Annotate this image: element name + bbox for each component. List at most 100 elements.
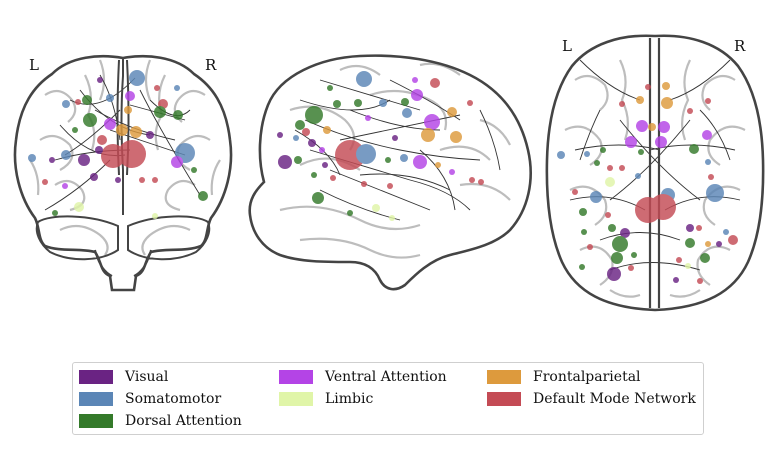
node xyxy=(277,132,283,138)
node xyxy=(687,108,693,114)
node xyxy=(625,136,637,148)
node xyxy=(600,147,606,153)
node xyxy=(401,98,409,106)
node xyxy=(356,71,372,87)
legend-item-frontalparietal: Frontalparietal xyxy=(487,367,641,387)
coronal-view: L R xyxy=(13,55,233,292)
node xyxy=(173,110,183,120)
node xyxy=(356,144,376,164)
node xyxy=(130,126,142,138)
node xyxy=(658,121,670,133)
node xyxy=(696,225,702,231)
node xyxy=(590,191,602,203)
legend-label: Default Mode Network xyxy=(533,391,696,407)
node xyxy=(372,204,380,212)
node xyxy=(608,224,616,232)
node xyxy=(90,173,98,181)
node xyxy=(636,96,644,104)
node xyxy=(478,179,484,185)
node xyxy=(636,120,648,132)
node xyxy=(705,98,711,104)
legend-label: Visual xyxy=(125,369,169,385)
node xyxy=(171,156,183,168)
node xyxy=(323,126,331,134)
node xyxy=(174,85,180,91)
node xyxy=(72,127,78,133)
axial-view: L R xyxy=(545,34,765,312)
node xyxy=(97,135,107,145)
node xyxy=(612,236,628,252)
node xyxy=(333,100,341,108)
node xyxy=(469,177,475,183)
sagittal-view xyxy=(248,54,532,291)
node xyxy=(689,144,699,154)
node xyxy=(295,120,305,130)
node xyxy=(312,192,324,204)
node xyxy=(685,238,695,248)
coronal-nodes xyxy=(28,70,208,219)
node xyxy=(661,97,673,109)
node xyxy=(42,179,48,185)
legend-swatch xyxy=(79,370,113,384)
node xyxy=(387,183,393,189)
node xyxy=(581,229,587,235)
coronal-cerebellum-outline xyxy=(35,215,211,277)
node xyxy=(75,99,81,105)
node xyxy=(330,175,336,181)
node xyxy=(411,89,423,101)
legend-label: Frontalparietal xyxy=(533,369,641,385)
node xyxy=(607,165,613,171)
node xyxy=(82,95,92,105)
node xyxy=(385,157,391,163)
sagittal-brain-outline xyxy=(248,54,532,291)
node xyxy=(413,155,427,169)
node xyxy=(327,85,333,91)
node xyxy=(628,265,634,271)
legend-item-limbic: Limbic xyxy=(279,389,373,409)
node xyxy=(450,131,462,143)
node xyxy=(673,277,679,283)
axial-brain-outline xyxy=(545,34,765,312)
node xyxy=(697,278,703,284)
node xyxy=(620,228,630,238)
node xyxy=(62,100,70,108)
node xyxy=(361,181,367,187)
legend-item-default-mode-network: Default Mode Network xyxy=(487,389,696,409)
node xyxy=(557,151,565,159)
legend-swatch xyxy=(79,414,113,428)
node xyxy=(435,162,441,168)
node xyxy=(708,174,714,180)
node xyxy=(198,191,208,201)
node xyxy=(83,113,97,127)
node xyxy=(154,106,166,118)
node xyxy=(379,99,387,107)
node xyxy=(294,156,302,164)
axial-nodes xyxy=(557,82,738,284)
node xyxy=(645,84,651,90)
node xyxy=(705,241,711,247)
node xyxy=(152,177,158,183)
node xyxy=(447,107,457,117)
legend-item-visual: Visual xyxy=(79,367,168,387)
node xyxy=(400,154,408,162)
node xyxy=(579,264,585,270)
node xyxy=(28,154,36,162)
node xyxy=(706,184,724,202)
node xyxy=(587,244,593,250)
node xyxy=(191,167,197,173)
legend-swatch xyxy=(487,370,521,384)
node xyxy=(579,208,587,216)
node xyxy=(648,123,656,131)
node xyxy=(686,224,694,232)
node xyxy=(467,100,473,106)
node xyxy=(619,101,625,107)
node xyxy=(115,177,121,183)
coronal-brain-outline xyxy=(13,55,233,292)
node xyxy=(412,77,418,83)
network-legend: Visual Ventral Attention Frontalparietal… xyxy=(72,362,704,435)
axial-midline xyxy=(648,38,661,308)
legend-swatch xyxy=(279,370,313,384)
legend-item-somatomotor: Somatomotor xyxy=(79,389,221,409)
axial-sulci xyxy=(564,59,746,298)
node xyxy=(62,183,68,189)
